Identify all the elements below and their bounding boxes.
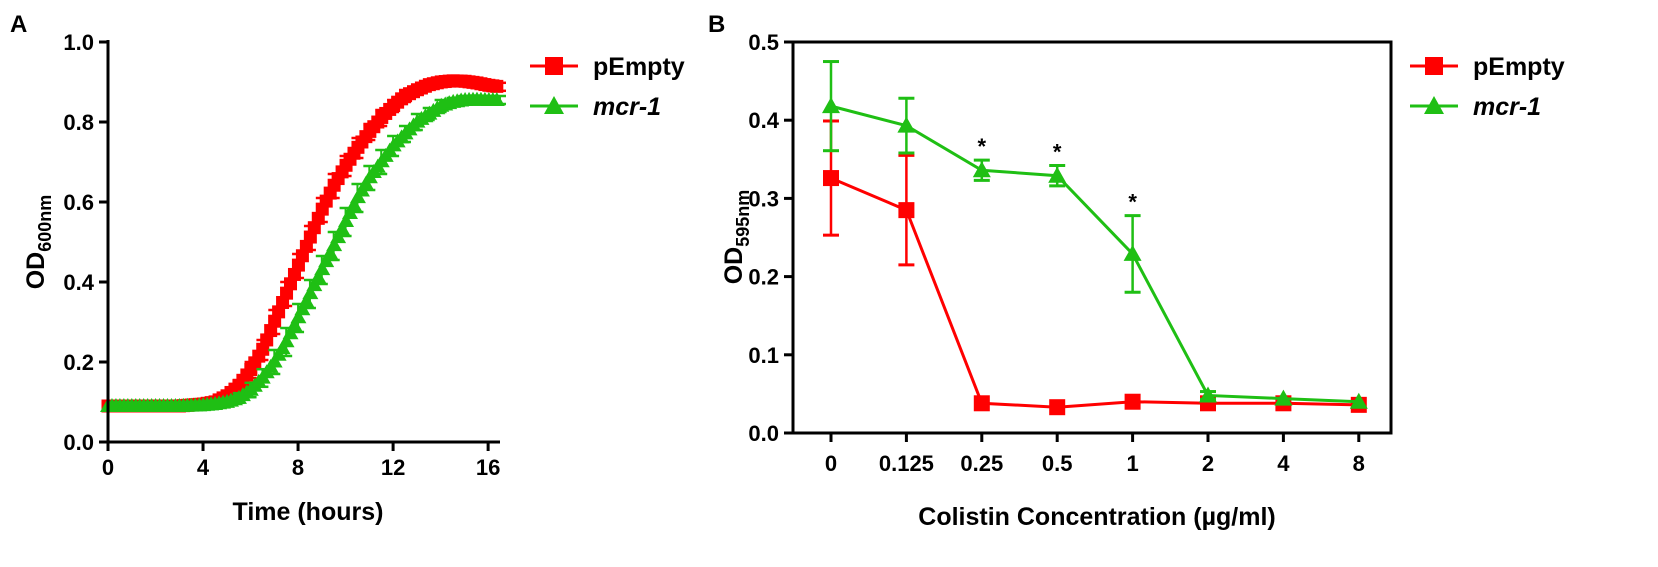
panel-a-legend-triangle-icon: [544, 96, 564, 114]
panel-a-y-axis-title: OD600nm: [22, 195, 55, 290]
panel-a-axes: 0.0 0.2 0.4 0.6 0.8 1.0 0 4 8 12 16: [63, 30, 500, 480]
x-tick-label: 8: [1353, 451, 1365, 476]
panel-b-series: * * *: [822, 60, 1368, 416]
significance-star: *: [1128, 190, 1137, 215]
data-point: [1274, 389, 1293, 406]
data-point: [488, 92, 505, 106]
plot-frame: [791, 40, 1393, 435]
panel-b-legend-square-icon: [1425, 57, 1443, 75]
data-point: [898, 202, 915, 219]
x-tick-label: 0.125: [879, 451, 934, 476]
data-point: [338, 213, 355, 228]
y-tick-label: 0.0: [748, 421, 779, 446]
series-mcr-1: [100, 91, 506, 412]
data-point: [334, 221, 351, 236]
x-tick-label: 0: [102, 455, 114, 480]
panel-a-legend-label-mcr1: mcr-1: [593, 93, 661, 121]
series-pEmpty: [823, 119, 1367, 416]
series-pEmpty: [101, 74, 506, 413]
y-tick-label: 0.4: [748, 108, 779, 133]
panel-b-legend-triangle-icon: [1424, 96, 1444, 114]
y-tick-label: 0.3: [748, 186, 779, 211]
data-point: [973, 395, 990, 412]
series-line: [830, 176, 1359, 409]
panel-b-legend: pEmpty mcr-1: [1410, 53, 1565, 121]
panel-a-legend: pEmpty mcr-1: [530, 53, 685, 121]
y-tick-label: 0.5: [748, 30, 779, 55]
panel-a-legend-label-pempty: pEmpty: [593, 53, 685, 81]
panel-a-legend-square-icon: [545, 57, 563, 75]
y-tick-label: 0.4: [63, 270, 94, 295]
data-point: [1049, 399, 1066, 416]
series-mcr-1: [822, 60, 1368, 409]
panel-a-y-title-sub: 600nm: [35, 195, 55, 252]
y-tick-label: 1.0: [63, 30, 94, 55]
x-tick-label: 0: [825, 451, 837, 476]
data-point: [322, 245, 339, 260]
data-point: [318, 253, 335, 268]
panel-b-y-axis-title: OD595nm: [720, 190, 753, 285]
data-point: [823, 170, 839, 187]
x-tick-label: 1: [1126, 451, 1138, 476]
data-point: [282, 325, 299, 340]
panel-b-legend-label-pempty: pEmpty: [1473, 53, 1565, 81]
x-tick-label: 4: [1277, 451, 1290, 476]
y-tick-label: 0.6: [63, 190, 94, 215]
panel-b-axes: 0.0 0.1 0.2 0.3 0.4 0.5 0 0.125 0.25 0.5 1 2 4 8: [748, 30, 1393, 476]
y-tick-label: 0.2: [63, 350, 94, 375]
data-point: [1349, 392, 1368, 409]
y-tick-label: 0.1: [748, 343, 779, 368]
panel-a-series: [100, 74, 506, 413]
data-point: [972, 161, 991, 178]
y-tick-label: 0.8: [63, 110, 94, 135]
data-point: [306, 277, 323, 292]
x-tick-label: 0.25: [960, 451, 1003, 476]
data-point: [330, 229, 347, 244]
x-tick-label: 12: [381, 455, 405, 480]
panel-b-legend-label-mcr1: mcr-1: [1473, 93, 1541, 121]
x-tick-label: 16: [476, 455, 500, 480]
significance-star: *: [1053, 140, 1062, 165]
panel-a-label: A: [10, 11, 27, 38]
data-point: [294, 301, 311, 316]
data-point: [1048, 166, 1067, 183]
data-point: [290, 309, 307, 324]
data-point: [342, 205, 359, 220]
panel-a-y-title-main: OD: [22, 252, 50, 290]
data-point: [286, 317, 303, 332]
x-tick-label: 4: [197, 455, 210, 480]
panel-b-y-title-sub: 595nm: [733, 190, 753, 247]
data-point: [345, 197, 362, 212]
significance-star: *: [978, 134, 987, 159]
panel-b-label: B: [708, 11, 725, 38]
data-point: [822, 97, 840, 114]
data-point: [298, 293, 315, 308]
x-tick-label: 8: [292, 455, 304, 480]
data-point: [1124, 393, 1141, 410]
series-line: [830, 104, 1359, 404]
y-tick-label: 0.0: [63, 430, 94, 455]
data-point: [1199, 386, 1217, 403]
panel-a-x-axis-title: Time (hours): [233, 498, 384, 526]
y-tick-label: 0.2: [748, 265, 779, 290]
panel-a: A 0.0 0.2 0.4 0.6 0.8 1.0 0 4 8 12 16 Time (hours)…: [10, 11, 685, 526]
x-tick-label: 0.5: [1042, 451, 1073, 476]
panel-b-y-title-main: OD: [720, 247, 748, 285]
panel-b-x-axis-title: Colistin Concentration (µg/ml): [918, 503, 1275, 531]
data-point: [326, 237, 343, 252]
data-point: [310, 269, 327, 284]
panel-b: B * * * 0.0 0.1 0.2 0.3 0.4 0.5 0 0.125 0.25 0.5 1 2 4…: [708, 11, 1565, 531]
x-tick-label: 2: [1202, 451, 1214, 476]
data-point: [278, 333, 295, 348]
data-point: [1123, 244, 1142, 261]
data-point: [314, 261, 331, 276]
data-point: [490, 79, 504, 93]
data-point: [897, 116, 916, 133]
data-point: [302, 285, 319, 300]
